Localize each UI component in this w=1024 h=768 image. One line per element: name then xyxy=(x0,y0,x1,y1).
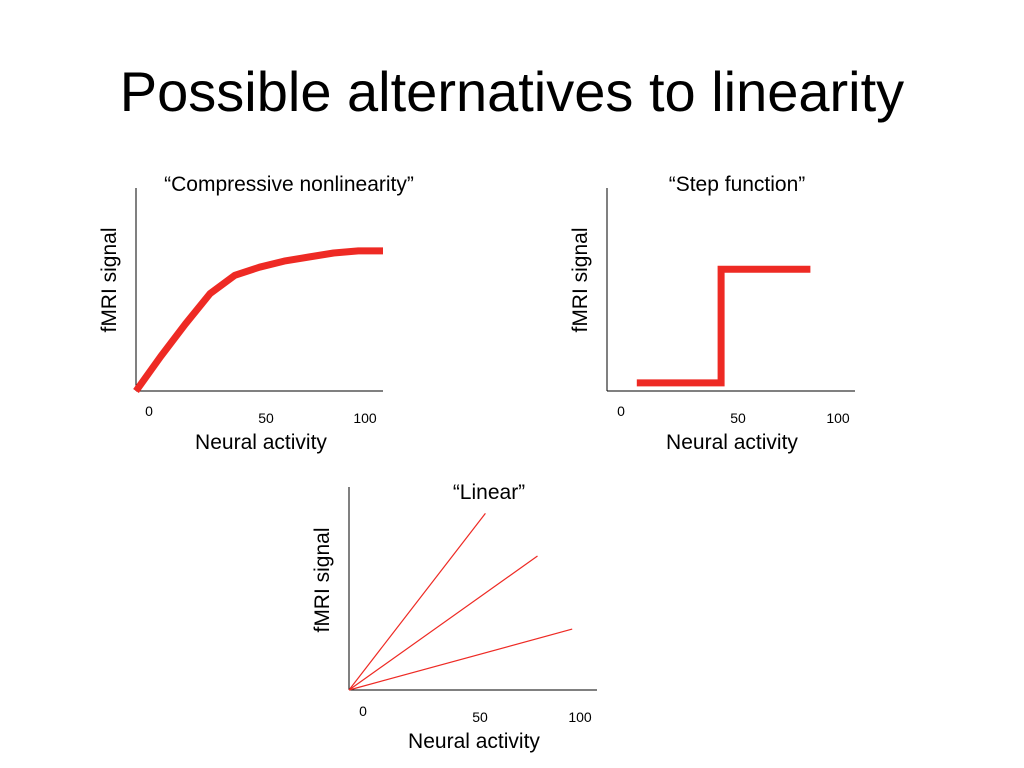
x-tick-label: 100 xyxy=(353,410,377,426)
chart-3: “Linear” fMRI signal Neural activity 0 50 100 xyxy=(311,481,597,753)
chart-2: “Step function” fMRI signal Neural activit… xyxy=(569,173,855,454)
x-axis-label: Neural activity xyxy=(666,431,798,454)
chart-title: “Compressive nonlinearity” xyxy=(164,173,414,196)
x-tick-label: 50 xyxy=(258,410,274,426)
series-line-3 xyxy=(348,628,573,691)
series-line-2 xyxy=(348,555,538,691)
x-tick-label: 100 xyxy=(568,709,592,725)
x-tick-label: 0 xyxy=(359,703,367,719)
x-tick-label: 50 xyxy=(472,709,488,725)
x-tick-label: 0 xyxy=(617,403,625,419)
y-axis-label: fMRI signal xyxy=(98,227,121,332)
x-axis-label: Neural activity xyxy=(408,730,540,753)
chart-title: “Linear” xyxy=(453,481,525,504)
series-line-1 xyxy=(636,265,811,387)
x-tick-label: 100 xyxy=(826,410,850,426)
y-axis-label: fMRI signal xyxy=(311,527,334,632)
series-line-1 xyxy=(133,247,383,394)
x-tick-label: 0 xyxy=(145,403,153,419)
x-axis-label: Neural activity xyxy=(195,431,327,454)
chart-1: “Compressive nonlinearity” fMRI signal Neu… xyxy=(98,173,414,454)
x-tick-label: 50 xyxy=(730,410,746,426)
chart-title: “Step function” xyxy=(669,173,806,196)
series-line-1 xyxy=(348,513,486,691)
slide-title: Possible alternatives to linearity xyxy=(119,60,905,123)
y-axis-label: fMRI signal xyxy=(569,227,592,332)
